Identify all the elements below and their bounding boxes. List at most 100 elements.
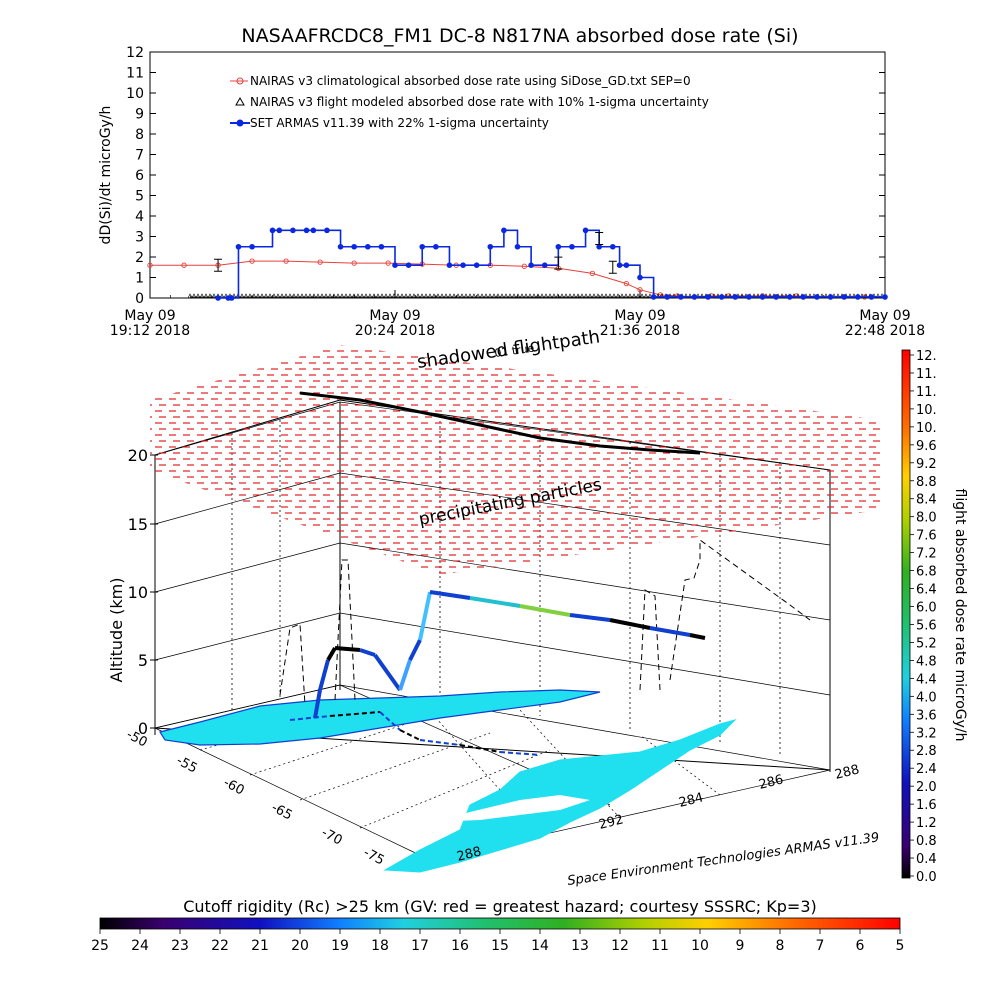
point-armas <box>460 262 466 269</box>
point-nairas-flight <box>339 293 345 299</box>
point-nairas-flight <box>475 293 481 299</box>
point-armas <box>827 294 834 300</box>
rigidity-colorbar-tick-label: 21 <box>251 938 269 954</box>
point-armas <box>501 227 507 234</box>
flight-path-3d <box>289 590 706 756</box>
point-nairas-climatological <box>283 258 289 264</box>
flight-segment <box>408 639 422 661</box>
longitude-tick-label: 286 <box>757 772 785 793</box>
point-nairas-flight <box>495 293 501 299</box>
point-armas <box>487 243 494 250</box>
flight-segment <box>469 596 521 608</box>
flight-drop-lines <box>279 539 811 706</box>
x-tick-label-date: May 09 <box>124 308 175 324</box>
point-nairas-flight <box>479 293 485 299</box>
point-nairas-flight <box>543 293 549 299</box>
point-nairas-flight <box>283 293 289 299</box>
point-nairas-flight <box>211 293 217 299</box>
y-tick-label: 0 <box>135 291 144 307</box>
dose-colorbar-tick-label: 9.2 <box>916 457 937 472</box>
point-nairas-flight <box>383 293 389 299</box>
flight-segment <box>418 591 432 641</box>
flight-segment <box>313 689 322 719</box>
point-nairas-flight <box>527 293 533 299</box>
point-nairas-flight <box>451 293 457 299</box>
y-tick-label: 2 <box>135 250 144 266</box>
point-nairas-flight <box>851 293 857 299</box>
legend-item-armas: SET ARMAS v11.39 with 22% 1-sigma uncert… <box>230 116 549 130</box>
rigidity-colorbar-tick-label: 24 <box>131 938 149 954</box>
rigidity-colorbar-tick-label: 25 <box>91 938 109 954</box>
point-nairas-flight <box>555 293 561 299</box>
dose-colorbar-tick-label: 1.6 <box>916 798 937 813</box>
dose-colorbar-label: flight absorbed dose rate microGy/h <box>952 489 968 742</box>
point-nairas-flight <box>435 293 441 299</box>
point-nairas-climatological <box>589 270 596 277</box>
point-nairas-flight <box>303 293 309 299</box>
point-armas <box>433 243 439 250</box>
point-nairas-flight <box>835 293 841 299</box>
rigidity-colorbar-ticks: 25 24 23 22 21 20 19 18 17 16 15 14 13 12 11 10 9 8 7 6 5 <box>91 929 904 954</box>
dose-colorbar-tick-label: 5.2 <box>916 636 937 651</box>
point-nairas-flight <box>263 293 269 299</box>
error-bar <box>608 260 617 274</box>
point-nairas-climatological <box>351 260 357 266</box>
longitude-tick-label: 284 <box>677 790 705 811</box>
point-nairas-climatological <box>181 262 187 268</box>
point-nairas-flight <box>411 293 417 299</box>
point-armas <box>514 243 521 250</box>
flight-segment <box>373 653 402 692</box>
point-nairas-flight <box>491 293 497 299</box>
error-bar <box>214 258 223 272</box>
rigidity-colorbar-tick-label: 12 <box>611 938 629 954</box>
y-tick-label: 7 <box>135 148 144 164</box>
point-nairas-flight <box>539 293 545 299</box>
rigidity-colorbar-ramp <box>99 917 901 930</box>
x-tick-label-date: May 09 <box>369 308 420 324</box>
point-armas <box>705 294 711 300</box>
point-armas <box>541 262 548 269</box>
point-armas <box>609 243 616 250</box>
rigidity-colorbar-title: Cutoff rigidity (Rc) >25 km (GV: red = g… <box>183 897 817 916</box>
point-nairas-flight <box>631 293 637 299</box>
point-armas <box>841 294 847 300</box>
dose-colorbar-tick-label: 5.6 <box>916 618 937 633</box>
point-nairas-flight <box>331 293 337 299</box>
legend-label-nairas-flight: NAIRAS v3 flight modeled absorbed dose r… <box>250 95 709 109</box>
flight-segment <box>689 633 706 640</box>
point-nairas-flight <box>335 293 341 299</box>
point-armas <box>732 294 739 300</box>
point-nairas-flight <box>487 293 493 299</box>
point-nairas-flight <box>519 293 525 299</box>
point-nairas-flight <box>439 293 445 299</box>
rigidity-colorbar-tick-label: 23 <box>171 938 189 954</box>
point-nairas-flight <box>819 293 825 299</box>
dose-colorbar-ramp <box>901 349 911 879</box>
point-nairas-flight <box>419 293 425 299</box>
point-nairas-flight <box>755 293 761 299</box>
longitude-axis-ticks: 288 292 284 286 288 <box>455 762 861 865</box>
z-tick-label: 20 <box>128 446 148 465</box>
point-nairas-flight <box>455 293 461 299</box>
series-group <box>147 227 888 301</box>
y-tick-label: 9 <box>135 107 144 123</box>
flight-segment <box>398 659 412 691</box>
point-nairas-flight <box>375 293 381 299</box>
point-armas <box>364 243 371 250</box>
point-nairas-flight <box>587 293 593 299</box>
point-armas <box>582 227 589 234</box>
point-nairas-flight <box>715 293 721 299</box>
point-nairas-flight <box>387 293 393 299</box>
legend-item-nairas-flight: NAIRAS v3 flight modeled absorbed dose r… <box>235 95 709 109</box>
point-nairas-flight <box>875 293 881 299</box>
rigidity-colorbar-tick-label: 5 <box>896 938 905 954</box>
longitude-tick-label: 288 <box>455 844 483 865</box>
point-nairas-flight <box>327 293 333 299</box>
dose-colorbar-tick-label: 6.0 <box>916 601 937 616</box>
point-nairas-flight <box>687 293 693 299</box>
dose-colorbar-tick-label: 0.0 <box>916 870 937 885</box>
point-nairas-flight <box>767 293 773 299</box>
3d-flight-plot: shadowed flightpath 01 true precipitatin… <box>107 326 880 888</box>
point-nairas-flight <box>639 293 645 299</box>
point-armas <box>691 294 698 300</box>
